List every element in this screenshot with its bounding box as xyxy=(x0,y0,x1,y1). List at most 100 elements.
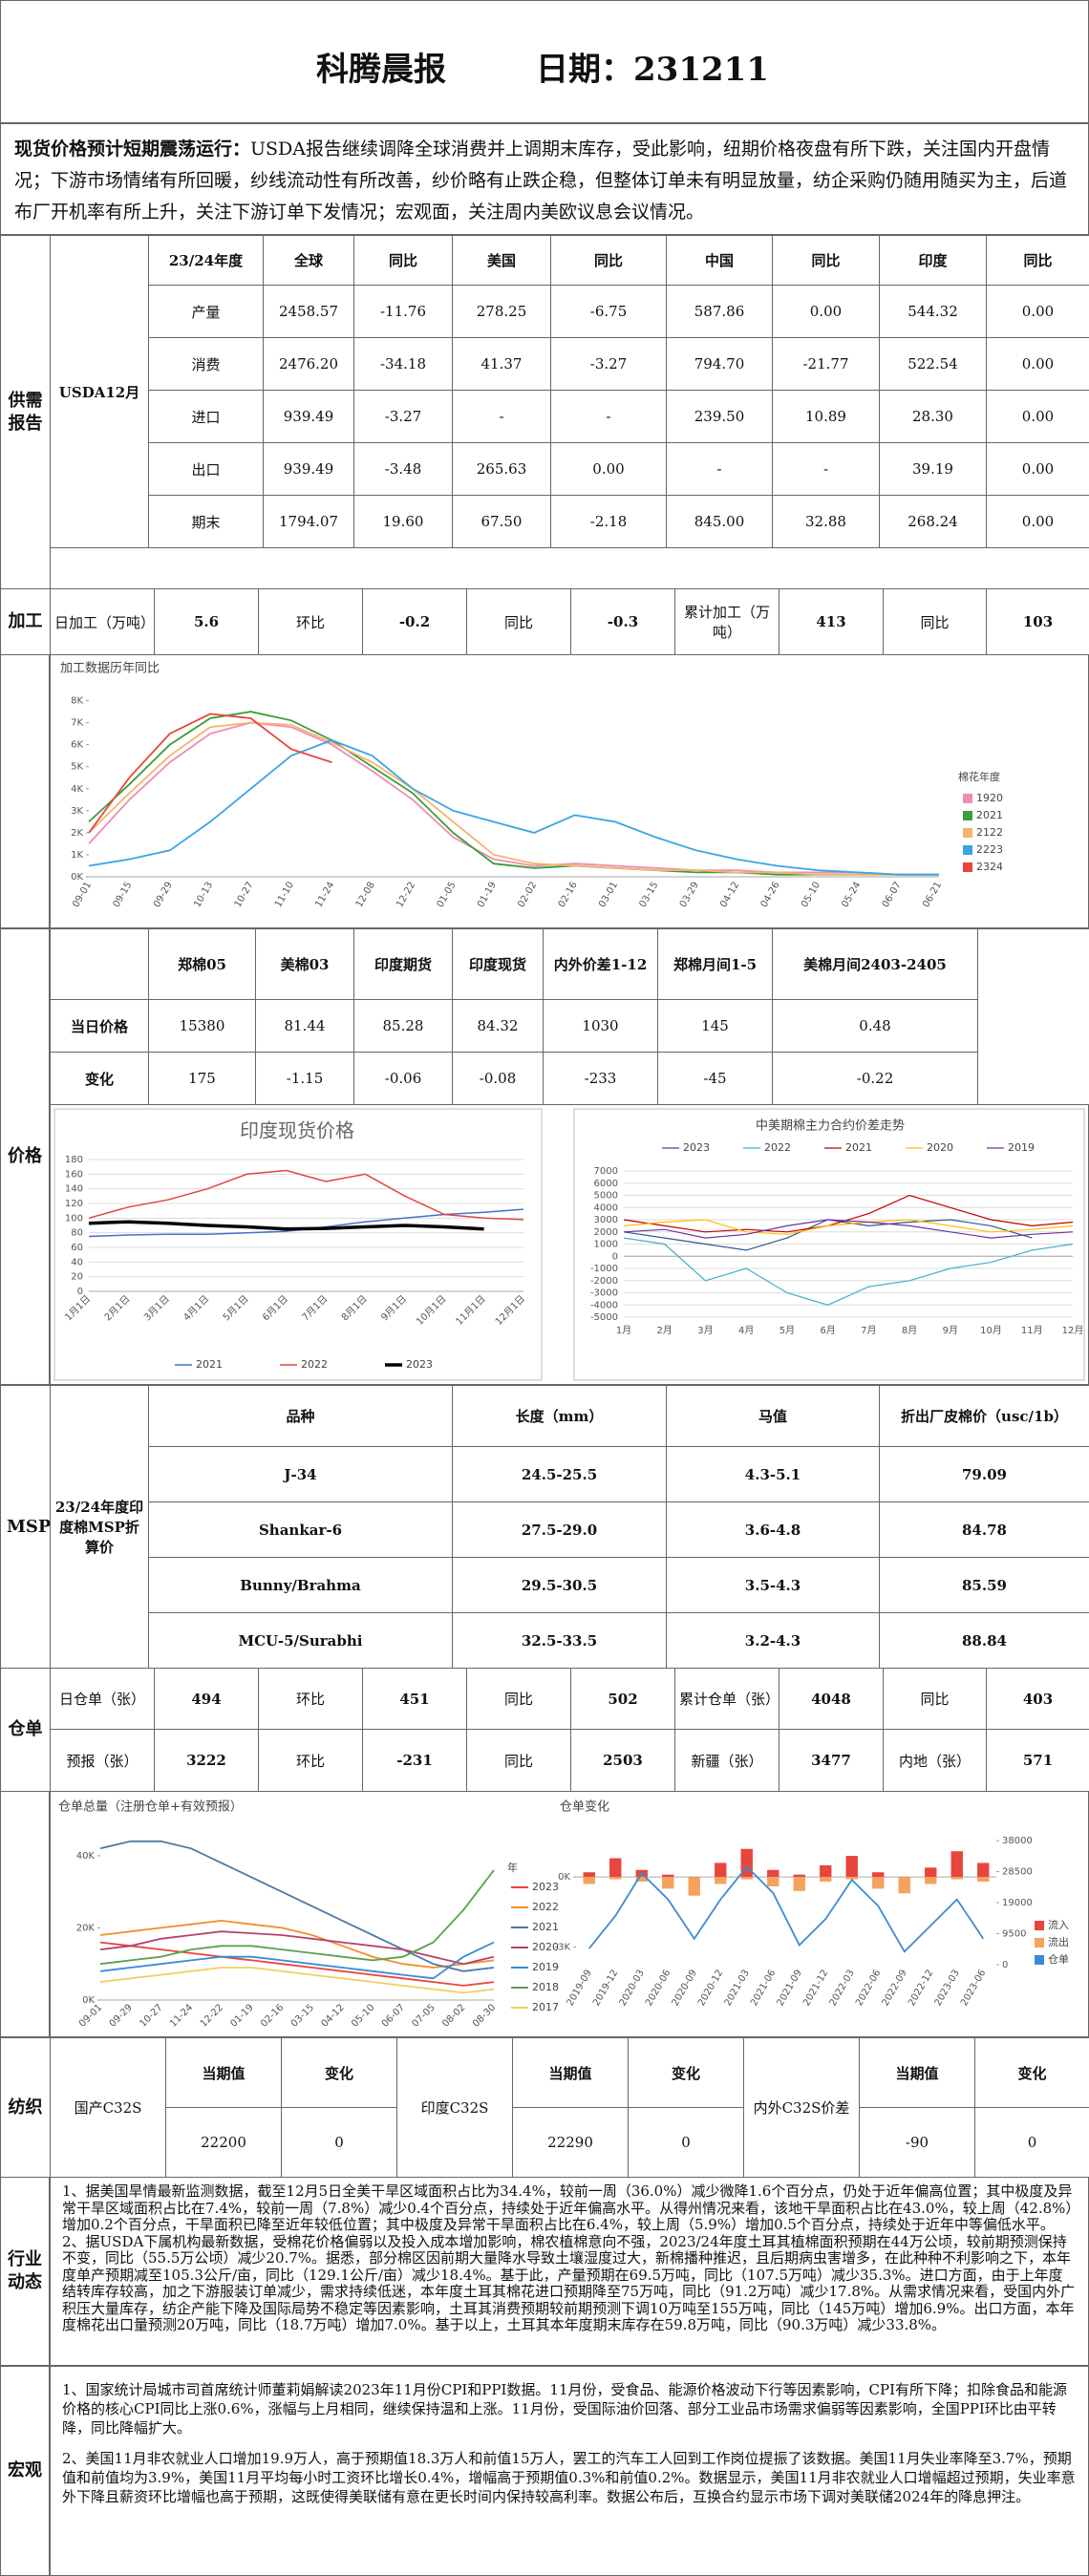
table-cell: 10.89 xyxy=(772,390,880,443)
tick-label: 0K xyxy=(558,1872,570,1883)
table-cell: 265.63 xyxy=(452,442,551,496)
tick-label: -5000 xyxy=(590,1312,618,1323)
x-tick-label: 10-27 xyxy=(138,2002,164,2029)
paragraph: 2、美国11月非农就业人口增加19.9万人，高于预期值18.3万人和前值15万人… xyxy=(62,2450,1076,2505)
tick-label: 20K xyxy=(76,1923,96,1933)
table-cell: -90 xyxy=(859,2107,975,2178)
tick-label: 7000 xyxy=(594,1166,618,1177)
table-cell: 0 xyxy=(281,2107,397,2178)
table-row: 加工 日加工（万吨） 5.6 环比 -0.2 同比 -0.3 累计加工（万吨） 413 同比 103 xyxy=(0,588,1089,655)
x-tick-label: 2023-06 xyxy=(959,1969,988,2009)
legend-title: 棉花年度 xyxy=(958,770,1000,783)
x-tick-label: 06-21 xyxy=(921,881,944,910)
chart-title: 仓单变化 xyxy=(560,1799,609,1815)
table-cell: 进口 xyxy=(148,390,264,443)
legend-label: 仓单 xyxy=(1048,1952,1069,1966)
legend-label: 2019 xyxy=(532,1961,559,1973)
table-cell: -3.48 xyxy=(353,442,453,496)
table-cell: 22290 xyxy=(512,2107,629,2178)
report-date: 日期：231211 xyxy=(536,51,769,89)
table-cell: 4048 xyxy=(779,1668,884,1730)
table-cell: 0.00 xyxy=(550,442,667,496)
chart-title: 加工数据历年同比 xyxy=(60,662,160,676)
legend-label: 2017 xyxy=(532,2001,559,2013)
legend-label: 2020 xyxy=(532,1941,559,1953)
tick-label: 80 xyxy=(71,1228,83,1239)
table-row: J-34 24.5-25.5 4.3-5.1 79.09 xyxy=(1,1446,1089,1502)
paragraph: 1、国家统计局城市司首席统计师董莉娟解读2023年11月份CPI和PPI数据。1… xyxy=(62,2381,1067,2437)
column-header: 美国 xyxy=(452,235,551,286)
summary-lead: 现货价格预计短期震荡运行： xyxy=(14,138,251,160)
bar xyxy=(609,1858,622,1878)
legend-label: 2021 xyxy=(532,1921,559,1933)
report-title: 科腾晨报 xyxy=(316,51,446,89)
table-cell: -0.08 xyxy=(452,1052,544,1105)
table-cell: 3222 xyxy=(154,1729,259,1792)
x-tick-label: 7月 xyxy=(861,1325,876,1336)
section-label: 纺织 xyxy=(0,2037,51,2178)
table-cell: 88.84 xyxy=(879,1612,1089,1669)
tick-label: 38000 xyxy=(1002,1836,1033,1846)
x-tick-label: 11月 xyxy=(1021,1325,1043,1336)
legend-label: 2023 xyxy=(683,1141,710,1154)
table-cell: -11.76 xyxy=(353,285,453,338)
tick-label: 60 xyxy=(71,1243,83,1253)
table-cell: 32.5-33.5 xyxy=(452,1612,667,1669)
group-name: 印度C32S xyxy=(396,2037,513,2178)
table-row: 进口 939.49 -3.27- -239.50 10.89 28.30 0.00 xyxy=(1,390,1089,443)
table-cell: 103 xyxy=(986,588,1089,655)
table-cell: 环比 xyxy=(258,1668,363,1730)
table-row: 出口 939.49 -3.48 265.63 0.00- -39.19 0.00 xyxy=(1,442,1089,496)
table-row: MSP 23/24年度印度棉MSP折算价 品种 长度（mm） 马值 折出厂皮棉价（usc/… xyxy=(0,1385,1089,1669)
bar xyxy=(635,1877,648,1883)
bar xyxy=(740,1877,753,1880)
tick-label: 5K xyxy=(71,762,83,773)
tick-label: 0K xyxy=(71,872,83,883)
tick-label: 7K xyxy=(71,718,83,729)
x-tick-label: 8月 xyxy=(902,1325,917,1336)
table-cell: 同比 xyxy=(466,588,571,655)
table-row: Shankar-6 27.5-29.0 3.6-4.8 84.78 xyxy=(1,1501,1089,1558)
x-tick-label: 11-10 xyxy=(273,881,296,910)
table-cell: -0.3 xyxy=(570,588,675,655)
industry-text: 1、据美国旱情最新监测数据，截至12月5日全美干旱区域面积占比为34.4%，较前… xyxy=(50,2177,1089,2366)
x-tick-label: 02-16 xyxy=(259,2002,286,2029)
bar xyxy=(583,1877,595,1884)
series-line xyxy=(623,1219,1074,1235)
legend-label: 2223 xyxy=(976,843,1003,856)
x-tick-label: 03-15 xyxy=(637,881,660,910)
table-cell: -6.75 xyxy=(550,285,667,338)
tick-label: 20 xyxy=(71,1272,83,1283)
tick-label: 28500 xyxy=(1002,1867,1033,1878)
table-cell: 15380 xyxy=(148,999,256,1053)
table-cell: 587.86 xyxy=(666,285,773,338)
tick-label: -1000 xyxy=(590,1264,618,1274)
table-cell: 84.32 xyxy=(452,999,544,1053)
legend-swatch xyxy=(963,794,972,803)
x-tick-label: 05-10 xyxy=(800,881,822,910)
legend-label: 1920 xyxy=(976,792,1003,804)
legend-label: 流出 xyxy=(1048,1935,1069,1948)
chart: 仓单总量（注册仓单+有效预报） 0K 20K 40K 09-01 09-29 10-27 11… xyxy=(58,1799,1069,2030)
x-tick-label: 2019-12 xyxy=(591,1969,620,2009)
x-tick-label: 10-27 xyxy=(233,881,256,910)
tick-label: 9500 xyxy=(1002,1929,1026,1940)
table-cell: 571 xyxy=(986,1729,1089,1792)
x-tick-label: 09-15 xyxy=(112,881,135,910)
legend-label: 2324 xyxy=(976,861,1003,873)
table-cell: 当日价格 xyxy=(50,999,149,1053)
table-cell: 同比 xyxy=(883,588,987,655)
x-tick-label: 2020-09 xyxy=(671,1969,699,2009)
table-cell: 39.19 xyxy=(879,442,987,496)
table-cell: 85.59 xyxy=(879,1557,1089,1613)
table-cell: 4.3-5.1 xyxy=(666,1446,880,1502)
tick-label: -2000 xyxy=(590,1276,618,1287)
series-line xyxy=(99,1869,495,1966)
tick-label: 2000 xyxy=(594,1227,618,1238)
bar xyxy=(925,1867,937,1878)
column-header: 中国 xyxy=(666,235,773,286)
table-body: 加工 日加工（万吨） 5.6 环比 -0.2 同比 -0.3 累计加工（万吨） 413 同比 103 xyxy=(0,588,1089,655)
column-header: 当期值 xyxy=(512,2037,629,2108)
data-table: MSP 23/24年度印度棉MSP折算价 品种 长度（mm） 马值 折出厂皮棉价（usc/… xyxy=(0,1385,1089,1669)
table-cell: 845.00 xyxy=(666,495,773,548)
